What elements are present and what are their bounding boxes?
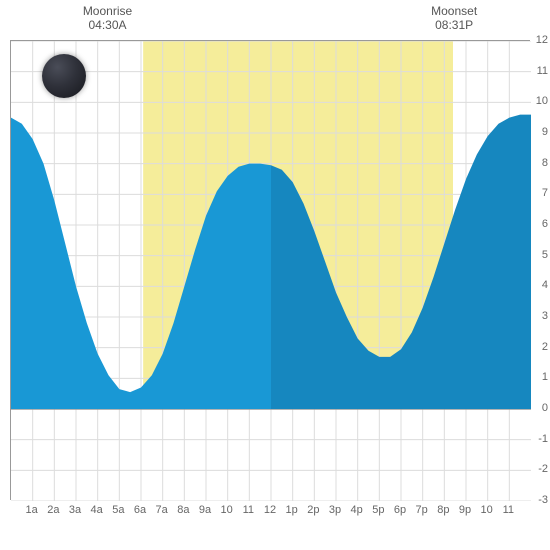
y-tick-label: 4: [542, 279, 548, 291]
x-tick-label: 11: [243, 504, 254, 516]
moon-phase-icon: [42, 54, 86, 98]
y-tick-label: 3: [542, 310, 548, 322]
y-tick-label: -3: [538, 494, 548, 506]
chart-plot-area: [10, 40, 530, 500]
x-tick-label: 6a: [134, 504, 146, 516]
x-tick-label: 7a: [156, 504, 168, 516]
x-tick-label: 4p: [351, 504, 363, 516]
y-tick-label: 5: [542, 249, 548, 261]
x-tick-label: 10: [221, 504, 233, 516]
x-tick-label: 12: [264, 504, 276, 516]
moonset-title: Moonset: [424, 4, 484, 18]
y-tick-label: 2: [542, 341, 548, 353]
x-tick-label: 6p: [394, 504, 406, 516]
moonrise-time: 04:30A: [78, 18, 138, 32]
x-tick-label: 1p: [286, 504, 298, 516]
y-tick-label: 10: [536, 95, 548, 107]
y-tick-label: 11: [537, 65, 548, 77]
x-tick-label: 9p: [459, 504, 471, 516]
moonrise-label: Moonrise 04:30A: [78, 4, 138, 32]
x-tick-label: 2p: [307, 504, 319, 516]
tide-chart-container: Moonrise 04:30A Moonset 08:31P -3-2-1012…: [0, 0, 550, 550]
x-axis: 1a 2a 3a 4a 5a 6a 7a 8a 9a 10 11 12 1p 2p 3p 4p 5p 6p 7p 8p…: [10, 504, 530, 524]
x-tick-label: 5p: [372, 504, 384, 516]
chart-svg: [11, 41, 531, 501]
x-tick-label: 3p: [329, 504, 341, 516]
y-tick-label: 8: [542, 157, 548, 169]
x-tick-label: 10: [481, 504, 493, 516]
x-tick-label: 9a: [199, 504, 211, 516]
x-tick-label: 5a: [112, 504, 124, 516]
y-tick-label: 12: [536, 34, 548, 46]
x-tick-label: 11: [503, 504, 514, 516]
y-tick-label: -1: [538, 433, 548, 445]
y-tick-label: 9: [542, 126, 548, 138]
x-tick-label: 7p: [416, 504, 428, 516]
x-tick-label: 4a: [91, 504, 103, 516]
x-tick-label: 2a: [47, 504, 59, 516]
y-axis: -3-2-10123456789101112: [530, 40, 550, 500]
x-tick-label: 1a: [26, 504, 38, 516]
y-tick-label: 0: [542, 402, 548, 414]
y-tick-label: 7: [542, 187, 548, 199]
y-tick-label: 6: [542, 218, 548, 230]
x-tick-label: 8a: [177, 504, 189, 516]
moonset-label: Moonset 08:31P: [424, 4, 484, 32]
x-tick-label: 3a: [69, 504, 81, 516]
top-annotations: Moonrise 04:30A Moonset 08:31P: [0, 0, 550, 40]
moonrise-title: Moonrise: [78, 4, 138, 18]
x-tick-label: 8p: [437, 504, 449, 516]
y-tick-label: 1: [542, 371, 548, 383]
moonset-time: 08:31P: [424, 18, 484, 32]
y-tick-label: -2: [538, 463, 548, 475]
